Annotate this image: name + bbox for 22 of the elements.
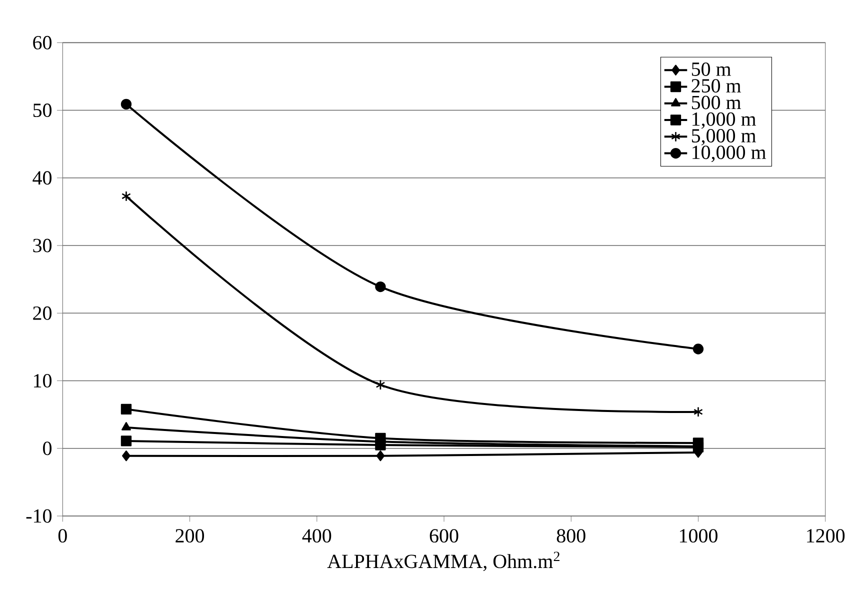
y-tick-label: 40 <box>32 171 52 185</box>
x-tick-label: 1200 <box>807 529 845 543</box>
y-tick-label: -10 <box>26 509 52 523</box>
legend-label: 250 m <box>692 79 742 93</box>
x-tick-label: 200 <box>176 529 204 543</box>
x-tick-label: 400 <box>302 529 332 543</box>
legend-label: 10,000 m <box>692 146 766 162</box>
x-tick-label: 0 <box>58 529 67 543</box>
y-tick-label: 0 <box>43 442 52 456</box>
legend-label: 1,000 m <box>692 112 756 129</box>
legend-label: 5,000 m <box>692 129 756 146</box>
y-tick-label: 50 <box>33 104 52 118</box>
x-tick-label: 1000 <box>680 529 718 543</box>
y-tick-label: 20 <box>33 306 52 320</box>
legend-label: 50 m <box>692 62 732 76</box>
y-tick-label: 60 <box>33 36 52 50</box>
x-axis-title: ALPHAxGAMMA, Ohm.m$^{2}$ <box>327 552 560 572</box>
y-tick-label: 30 <box>33 238 52 252</box>
x-tick-label: 600 <box>430 529 458 543</box>
y-tick-label: 10 <box>34 374 52 388</box>
x-tick-label: 800 <box>556 529 586 543</box>
legend-label: 500 m <box>692 96 742 110</box>
